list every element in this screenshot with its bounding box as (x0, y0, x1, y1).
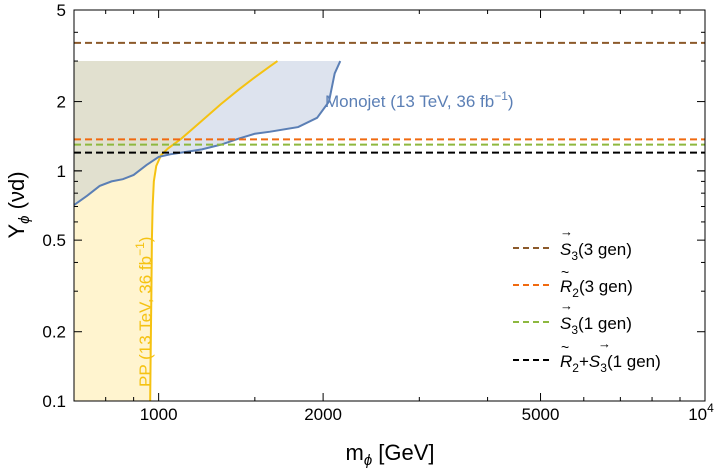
x-tick-label: 2000 (304, 405, 342, 424)
x-tick-label-text: 2000 (304, 405, 342, 424)
x-tick-label-text: 10 (688, 405, 707, 424)
monojet-boundary-line (74, 60, 342, 206)
legend-vec-accent: → (560, 298, 573, 313)
legend-vec-accent: → (560, 224, 573, 239)
y-axis-title: Yϕ (νd) (4, 171, 33, 238)
y-tick-label: 0.1 (42, 392, 66, 411)
x-tick-label-text: 1000 (140, 405, 178, 424)
x-tick-label-exponent: 4 (707, 401, 714, 415)
y-tick-labels: 0.1 0.2 0.5 1 2 5 (42, 1, 66, 411)
legend-label: R2(3 gen) (560, 277, 633, 300)
legend-item-s3-3gen: → S3(3 gen) (513, 224, 632, 263)
legend-item-s3-1gen: → S3(1 gen) (513, 298, 632, 337)
legend-label: S3(1 gen) (560, 314, 632, 337)
legend-item-r2-3gen: ~ R2(3 gen) (513, 264, 633, 300)
legend-item-r2-s3-1gen: ~ → R2+S3(1 gen) (513, 336, 661, 375)
legend-vec-accent: → (598, 336, 611, 351)
x-tick-label: 104 (688, 401, 714, 424)
y-tick-label: 0.2 (42, 323, 66, 342)
axis-ticks (73, 9, 706, 402)
x-tick-labels: 1000 2000 5000 104 (140, 401, 714, 424)
plot-frame (73, 9, 706, 402)
legend-label: S3(3 gen) (560, 240, 632, 263)
y-tick-label: 2 (57, 93, 66, 112)
x-tick-label-text: 5000 (522, 405, 560, 424)
legend-tilde-accent: ~ (561, 264, 569, 280)
x-tick-label: 1000 (140, 405, 178, 424)
x-axis-title: mϕ [GeV] (345, 440, 434, 469)
region-boundaries (74, 60, 342, 401)
legend-tilde-accent: ~ (561, 339, 569, 355)
legend-label: R2+S3(1 gen) (560, 352, 661, 375)
x-tick-label: 5000 (522, 405, 560, 424)
y-tick-label: 5 (57, 1, 66, 20)
y-tick-label: 1 (57, 162, 66, 181)
legend: → S3(3 gen) ~ R2(3 gen) → S3(1 gen) ~ → … (513, 224, 661, 375)
pp-boundary-line (149, 60, 279, 401)
benchmark-lines (74, 41, 705, 154)
pp-annotation: PP (13 TeV, 36 fb−1) (133, 237, 155, 387)
monojet-annotation: Monojet (13 TeV, 36 fb−1) (325, 89, 514, 111)
y-tick-label: 0.5 (42, 231, 66, 250)
